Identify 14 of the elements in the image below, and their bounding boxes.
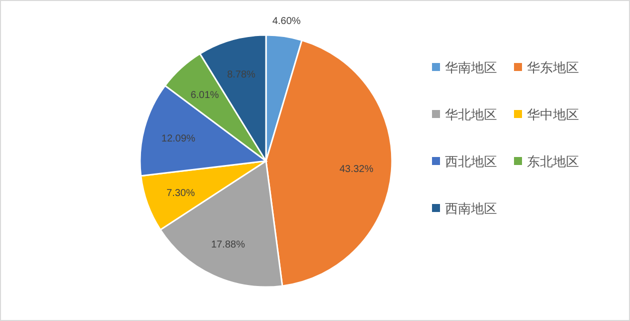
- legend-label: 华南地区: [445, 60, 497, 75]
- legend-label: 华中地区: [527, 107, 579, 122]
- data-label: 17.88%: [211, 239, 246, 250]
- legend-label: 西北地区: [445, 154, 497, 169]
- data-label: 43.32%: [339, 164, 374, 176]
- data-label: 12.09%: [161, 134, 196, 145]
- legend-label: 东北地区: [527, 154, 579, 169]
- data-label: 8.78%: [227, 70, 256, 81]
- legend-label: 华北地区: [445, 107, 497, 122]
- data-label: 6.01%: [190, 90, 220, 102]
- legend-label: 华东地区: [527, 60, 579, 75]
- legend-label: 西南地区: [445, 201, 497, 216]
- data-label: 7.30%: [166, 188, 195, 199]
- data-label: 4.60%: [272, 16, 301, 28]
